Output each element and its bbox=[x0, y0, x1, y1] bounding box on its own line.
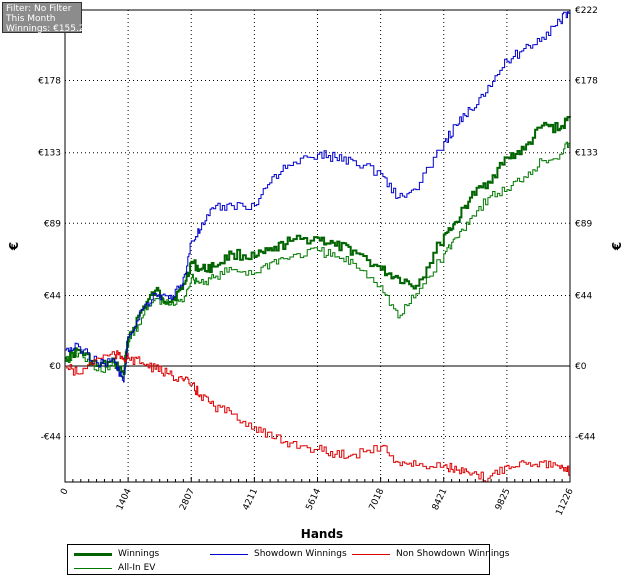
y-tick-label-right: €133 bbox=[575, 149, 598, 159]
y-tick-label-left: €133 bbox=[38, 149, 61, 159]
x-tick-label: 5614 bbox=[304, 487, 323, 512]
x-tick-label: 9825 bbox=[494, 487, 513, 512]
series-line-all-in-ev bbox=[65, 141, 571, 380]
legend-label-all-in-ev: All-In EV bbox=[118, 563, 156, 573]
legend-label-winnings: Winnings bbox=[118, 549, 160, 559]
legend-swatch-non-showdown bbox=[352, 553, 390, 555]
y-tick-label-left: €89 bbox=[44, 219, 61, 229]
series-layer bbox=[65, 10, 571, 483]
legend-item-all-in-ev: All-In EV bbox=[74, 563, 155, 573]
x-tick-label: 8421 bbox=[431, 487, 450, 512]
x-axis-label: Hands bbox=[301, 527, 343, 541]
ticks: 0 1404 2807 4211 5614 7018 8421 9825 11226 €0 €44 €… bbox=[38, 6, 598, 517]
legend: Winnings All-In EV Showdown Winnings Non… bbox=[67, 544, 509, 575]
legend-swatch-winnings bbox=[74, 552, 112, 556]
x-tick-label: 11226 bbox=[555, 487, 576, 517]
y-tick-label-right: -€44 bbox=[575, 433, 596, 443]
legend-swatch-showdown bbox=[210, 553, 248, 555]
series-line-winnings bbox=[65, 116, 571, 375]
y-axis-label-left: € bbox=[7, 242, 21, 251]
y-tick-label-right: €178 bbox=[575, 77, 598, 87]
legend-item-non-showdown: Non Showdown Winnings bbox=[352, 549, 509, 559]
series-line-showdown-winnings bbox=[65, 10, 571, 383]
x-tick-label: 0 bbox=[59, 487, 71, 497]
y-tick-label-right: €0 bbox=[575, 362, 587, 372]
y-tick-label-right: €222 bbox=[575, 6, 598, 16]
x-tick-label: 4211 bbox=[241, 487, 260, 512]
y-tick-label-right: €89 bbox=[575, 219, 592, 229]
legend-label-non-showdown: Non Showdown Winnings bbox=[396, 549, 510, 559]
y-tick-label-left: -€44 bbox=[41, 433, 62, 443]
legend-swatch-all-in-ev bbox=[74, 567, 112, 569]
x-tick-label: 1404 bbox=[115, 487, 134, 512]
y-tick-label-left: €44 bbox=[44, 291, 61, 301]
y-tick-label-left: €0 bbox=[50, 362, 62, 372]
series-line-non-showdown-winnings bbox=[65, 350, 571, 483]
legend-item-showdown: Showdown Winnings bbox=[210, 549, 347, 559]
filter-label: Filter: No Filter bbox=[6, 4, 72, 14]
filter-info-box: Filter: No Filter This Month Winnings: €… bbox=[2, 2, 91, 34]
y-tick-label-left: €178 bbox=[38, 77, 61, 87]
y-axis-label-right: € bbox=[610, 242, 624, 251]
y-tick-label-right: €44 bbox=[575, 291, 592, 301]
legend-label-showdown: Showdown Winnings bbox=[254, 549, 347, 559]
winnings-label: Winnings: €155.27 bbox=[6, 24, 91, 34]
grid bbox=[65, 10, 570, 482]
x-tick-label: 7018 bbox=[368, 487, 387, 512]
period-label: This Month bbox=[6, 14, 56, 24]
x-tick-label: 2807 bbox=[178, 487, 197, 512]
legend-item-winnings: Winnings bbox=[74, 549, 159, 559]
